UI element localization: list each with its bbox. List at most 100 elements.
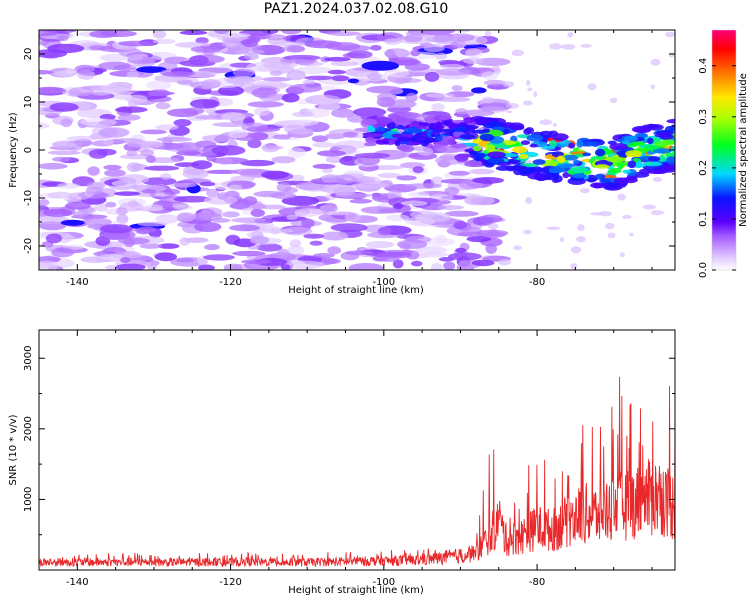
- heatmap-cell: [281, 30, 302, 35]
- heatmap-cell: [361, 60, 400, 71]
- heatmap-cell: [318, 102, 341, 111]
- heatmap-cell: [141, 188, 157, 194]
- heatmap-cell: [281, 195, 320, 206]
- heatmap-cell: [599, 178, 611, 184]
- heatmap-cell: [590, 212, 604, 216]
- heatmap-cell: [327, 246, 342, 255]
- heatmap-cell: [481, 71, 499, 80]
- heatmap-cell: [354, 152, 391, 159]
- heatmap-cell: [117, 40, 155, 47]
- heatmap-cell: [505, 103, 520, 109]
- heatmap-cell: [434, 52, 448, 60]
- heatmap-cell: [633, 140, 645, 147]
- heatmap-cell: [230, 175, 255, 183]
- heatmap-cell: [261, 77, 293, 82]
- heatmap-cell: [114, 191, 141, 196]
- heatmap-cell: [250, 209, 265, 217]
- heatmap-cell: [372, 117, 393, 125]
- heatmap-cell: [448, 252, 482, 261]
- heatmap-cell: [549, 140, 557, 148]
- heatmap-cell: [287, 147, 306, 158]
- heatmap-cell: [221, 39, 242, 49]
- heatmap-cell: [222, 211, 240, 218]
- spectrogram-ylabel: Frequency (Hz): [8, 112, 19, 188]
- heatmap-cell: [49, 102, 79, 112]
- heatmap-cell: [156, 137, 193, 142]
- heatmap-cell: [453, 126, 467, 132]
- heatmap-cell: [455, 247, 467, 254]
- heatmap-cell: [182, 107, 205, 115]
- x-tick-label: -120: [219, 577, 242, 588]
- heatmap-cell: [437, 205, 464, 210]
- heatmap-cell: [576, 140, 584, 148]
- heatmap-cell: [647, 124, 664, 131]
- heatmap-cell: [483, 79, 506, 86]
- heatmap-cell: [123, 237, 136, 248]
- heatmap-cell: [190, 46, 222, 53]
- heatmap-cell: [312, 142, 336, 148]
- heatmap-cell: [608, 167, 622, 174]
- heatmap-cell: [230, 202, 251, 209]
- heatmap-cell: [349, 198, 373, 204]
- heatmap-cell: [625, 150, 643, 158]
- heatmap-cell: [384, 48, 410, 59]
- heatmap-cell: [395, 117, 408, 123]
- heatmap-cell: [333, 186, 356, 196]
- heatmap-cell: [506, 110, 512, 114]
- heatmap-cell: [313, 253, 335, 258]
- heatmap-cell: [660, 139, 675, 145]
- heatmap-cell: [561, 43, 576, 50]
- heatmap-cell: [666, 118, 675, 124]
- heatmap-cell: [572, 173, 586, 179]
- heatmap-cell: [438, 115, 452, 121]
- heatmap-cell: [386, 121, 396, 130]
- heatmap-cell: [120, 257, 131, 264]
- heatmap-cell: [80, 118, 117, 127]
- colorbar-tick-label: 0.3: [698, 109, 709, 125]
- heatmap-cell: [126, 162, 142, 173]
- heatmap-cell: [282, 58, 318, 64]
- heatmap-cell: [142, 204, 164, 212]
- heatmap-cell: [386, 214, 410, 222]
- heatmap-cell: [170, 182, 197, 188]
- heatmap-cell: [334, 140, 369, 149]
- heatmap-cell: [229, 224, 261, 232]
- heatmap-cell: [472, 152, 487, 158]
- heatmap-cell: [325, 42, 361, 51]
- heatmap-cell: [271, 156, 296, 164]
- heatmap-cell: [533, 91, 538, 98]
- heatmap-cell: [527, 87, 533, 92]
- heatmap-cell: [126, 140, 165, 148]
- x-tick-label: -100: [372, 277, 395, 288]
- heatmap-cell: [363, 142, 377, 147]
- heatmap-cell: [572, 159, 580, 164]
- heatmap-cell: [54, 70, 76, 77]
- heatmap-cell: [265, 34, 287, 41]
- heatmap-cell: [395, 79, 407, 85]
- heatmap-cell: [442, 30, 456, 34]
- heatmap-cell: [367, 124, 374, 130]
- heatmap-cell: [454, 154, 469, 161]
- heatmap-cell: [412, 166, 424, 174]
- heatmap-cell: [383, 69, 410, 78]
- heatmap-cell: [160, 173, 172, 180]
- heatmap-cell: [404, 183, 442, 189]
- heatmap-cell: [594, 164, 610, 169]
- heatmap-cell: [119, 174, 149, 185]
- heatmap-cell: [407, 191, 430, 197]
- heatmap-cell: [100, 83, 134, 93]
- heatmap-cell: [342, 131, 358, 138]
- heatmap-cell: [430, 131, 441, 138]
- heatmap-cell: [203, 254, 235, 261]
- heatmap-cell: [665, 31, 675, 38]
- heatmap-cell: [559, 237, 565, 242]
- heatmap-cell: [367, 72, 382, 81]
- heatmap-cell: [532, 159, 546, 165]
- snr-ticks: -140 -120 -100 -80 1000 2000 3000: [23, 330, 675, 588]
- heatmap-cell: [415, 246, 447, 255]
- heatmap-cell: [326, 210, 351, 216]
- y-tick-label: 0: [23, 147, 34, 153]
- heatmap-cell: [330, 108, 355, 118]
- heatmap-cell: [658, 154, 666, 162]
- heatmap-cell: [88, 45, 107, 51]
